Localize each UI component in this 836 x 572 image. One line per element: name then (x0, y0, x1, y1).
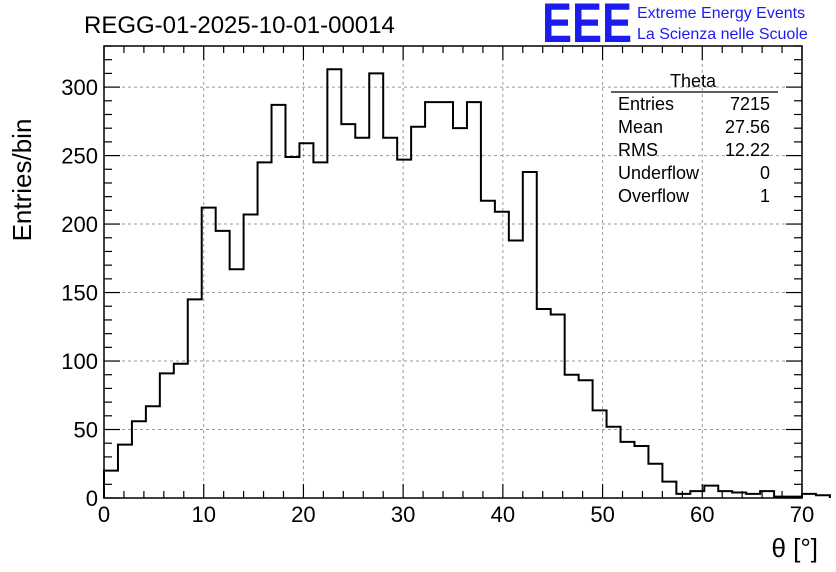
stats-value-rms: 12.22 (725, 140, 770, 160)
histogram-bin-38 (634, 446, 648, 498)
histogram-bin-6 (188, 299, 202, 498)
histogram-bin-2 (132, 421, 146, 498)
chart-title: REGG-01-2025-10-01-00014 (84, 12, 395, 39)
stats-label-entries: Entries (618, 94, 674, 114)
histogram-bin-9 (230, 269, 244, 498)
histogram-bin-37 (621, 442, 635, 498)
histogram-bin-30 (523, 172, 537, 498)
x-tick-label-70: 70 (790, 502, 814, 527)
y-tick-label-300: 300 (61, 75, 98, 100)
histogram-bin-40 (662, 482, 676, 498)
x-tick-label-20: 20 (291, 502, 315, 527)
histogram-bin-27 (481, 201, 495, 498)
histogram-bin-28 (495, 212, 509, 498)
y-tick-label-0: 0 (86, 486, 98, 511)
histogram-bin-24 (439, 102, 453, 498)
histogram-bin-16 (327, 69, 341, 498)
x-tick-label-10: 10 (191, 502, 215, 527)
histogram-layer (104, 69, 830, 498)
histogram-bin-13 (285, 157, 299, 498)
histogram-bin-21 (397, 160, 411, 498)
histogram-bin-1 (118, 445, 132, 498)
stats-value-mean: 27.56 (725, 117, 770, 137)
stats-value-overflow: 1 (760, 186, 770, 206)
histogram-bin-7 (202, 208, 216, 498)
x-tick-label-60: 60 (690, 502, 714, 527)
logo-line-2: La Scienza nelle Scuole (637, 26, 808, 43)
histogram-bin-25 (453, 128, 467, 498)
theta-histogram-chart: 0 10 20 30 40 50 60 70050100150200250300 REGG-0… (0, 0, 836, 572)
histogram-bin-23 (425, 102, 439, 498)
stats-box: Theta Entries 7215 Mean 27.56 RMS 12.22 … (611, 71, 778, 206)
histogram-bin-32 (551, 314, 565, 498)
y-axis-title: Entries/bin (7, 119, 37, 242)
x-tick-label-30: 30 (391, 502, 415, 527)
histogram-bin-39 (648, 464, 662, 498)
stats-label-overflow: Overflow (618, 186, 690, 206)
histogram-bin-12 (272, 105, 286, 498)
stats-label-underflow: Underflow (618, 163, 700, 183)
y-tick-label-200: 200 (61, 212, 98, 237)
stats-row-mean: Mean 27.56 (618, 117, 770, 137)
histogram-bin-8 (216, 231, 230, 498)
histogram-bin-29 (509, 240, 523, 498)
y-tick-label-50: 50 (74, 418, 98, 443)
logo-line-1: Extreme Energy Events (637, 5, 805, 22)
histogram-bin-17 (341, 124, 355, 498)
x-tick-label-40: 40 (491, 502, 515, 527)
histogram-bin-22 (411, 127, 425, 498)
stats-row-underflow: Underflow 0 (618, 163, 770, 183)
stats-label-mean: Mean (618, 117, 663, 137)
histogram-bin-43 (704, 486, 718, 498)
histogram-bin-36 (607, 427, 621, 498)
stats-row-entries: Entries 7215 (618, 94, 770, 114)
stats-label-rms: RMS (618, 140, 658, 160)
histogram-bin-34 (579, 380, 593, 498)
histogram-bin-3 (146, 406, 160, 498)
y-tick-label-250: 250 (61, 144, 98, 169)
histogram-bin-14 (299, 143, 313, 498)
histogram-bin-33 (565, 375, 579, 498)
histogram-bin-19 (369, 73, 383, 498)
stats-value-underflow: 0 (760, 163, 770, 183)
histogram-bin-44 (718, 491, 732, 498)
histogram-bin-26 (467, 102, 481, 498)
x-tick-label-50: 50 (590, 502, 614, 527)
histogram-bin-11 (258, 162, 272, 498)
histogram-bin-31 (537, 309, 551, 498)
histogram-bin-10 (244, 214, 258, 498)
x-axis-title: θ [°] (771, 533, 818, 563)
stats-row-overflow: Overflow 1 (618, 186, 770, 206)
histogram-bin-18 (355, 138, 369, 498)
stats-row-rms: RMS 12.22 (618, 140, 770, 160)
y-tick-label-100: 100 (61, 349, 98, 374)
stats-value-entries: 7215 (730, 94, 770, 114)
histogram-bin-15 (313, 162, 327, 498)
x-tick-label-0: 0 (98, 502, 110, 527)
histogram-bin-20 (383, 138, 397, 498)
histogram-bin-35 (593, 410, 607, 498)
histogram-bin-5 (174, 364, 188, 498)
eee-logo-mark: EEE (542, 0, 632, 54)
y-tick-label-150: 150 (61, 281, 98, 306)
histogram-bin-4 (160, 373, 174, 498)
stats-title: Theta (670, 71, 717, 91)
